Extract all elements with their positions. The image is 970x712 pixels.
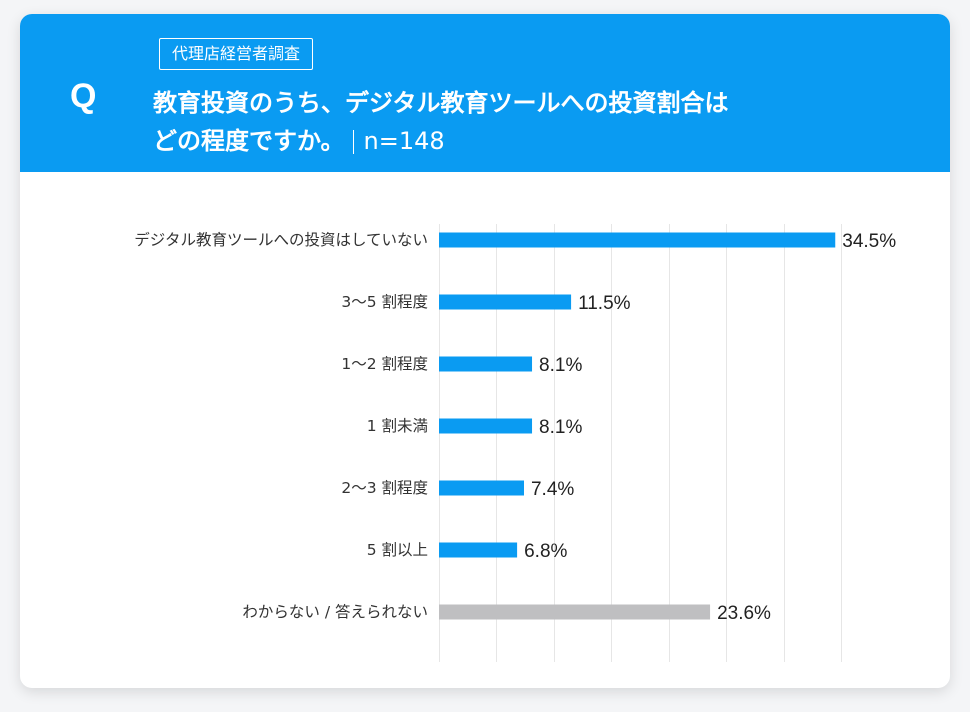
category-label: 3〜5 割程度 <box>341 293 428 311</box>
value-label: 7.4% <box>531 479 574 500</box>
value-label: 8.1% <box>539 355 582 376</box>
question-title: 教育投資のうち、デジタル教育ツールへの投資割合は どの程度ですか。 n=148 <box>153 84 923 160</box>
question-mark: Q <box>70 77 97 115</box>
category-label: わからない / 答えられない <box>242 603 428 621</box>
value-label: 23.6% <box>717 603 771 624</box>
grid-lines <box>439 224 842 662</box>
bar <box>439 232 836 248</box>
value-label: 34.5% <box>842 231 896 252</box>
question-header: Q 代理店経営者調査 教育投資のうち、デジタル教育ツールへの投資割合は どの程度… <box>20 14 950 172</box>
bar-chart: デジタル教育ツールへの投資はしていない 34.5% 3〜5 割程度 11.5% 1〜2 … <box>134 224 896 662</box>
category-label: 2〜3 割程度 <box>341 479 428 497</box>
value-label: 11.5% <box>578 293 631 314</box>
bars: デジタル教育ツールへの投資はしていない 34.5% 3〜5 割程度 11.5% 1〜2 … <box>134 230 896 624</box>
question-line-1: 教育投資のうち、デジタル教育ツールへの投資割合は <box>153 89 729 117</box>
chart-card: Q 代理店経営者調査 教育投資のうち、デジタル教育ツールへの投資割合は どの程度… <box>20 14 950 688</box>
value-label: 8.1% <box>539 417 582 438</box>
category-label: 5 割以上 <box>367 541 428 559</box>
survey-tag: 代理店経営者調査 <box>159 38 314 70</box>
bar <box>439 294 572 310</box>
sample-size: n=148 <box>363 127 445 155</box>
bar <box>439 542 518 558</box>
category-label: デジタル教育ツールへの投資はしていない <box>134 230 428 249</box>
category-label: 1 割未満 <box>367 417 428 435</box>
bar <box>439 356 533 372</box>
bar <box>439 604 711 620</box>
question-line-2: どの程度ですか。 <box>153 127 345 155</box>
bar <box>439 418 533 434</box>
title-separator <box>352 130 354 154</box>
category-label: 1〜2 割程度 <box>341 355 428 373</box>
bar <box>439 480 524 496</box>
value-label: 6.8% <box>524 541 567 562</box>
